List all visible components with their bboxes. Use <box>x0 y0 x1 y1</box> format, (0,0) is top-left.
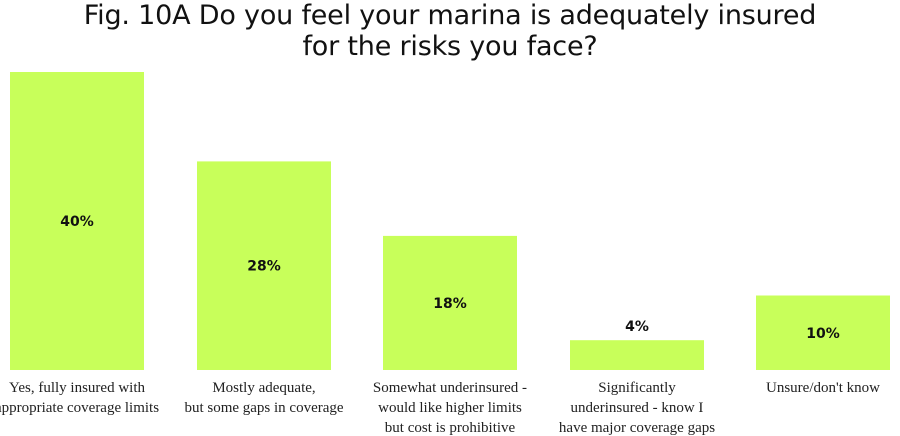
value-label-fully-insured: 40% <box>60 214 94 230</box>
bar-somewhat-underinsured <box>383 235 517 370</box>
bar-fully-insured <box>10 72 144 370</box>
category-label-mostly-adequate: Mostly adequate, but some gaps in coverag… <box>184 380 343 416</box>
category-label-somewhat-underinsured: Somewhat underinsured -would like higher… <box>373 380 527 436</box>
value-label-mostly-adequate: 28% <box>247 259 281 275</box>
bar-unsure <box>756 295 890 370</box>
bar-significantly-underinsured <box>570 340 704 370</box>
chart-title-line-1: Fig. 10A Do you feel your marina is adeq… <box>83 0 817 31</box>
value-label-unsure: 10% <box>806 326 840 342</box>
category-label-fully-insured: Yes, fully insured with appropriate cover… <box>0 380 159 416</box>
value-label-somewhat-underinsured: 18% <box>433 296 467 312</box>
value-label-significantly-underinsured: 4% <box>625 319 649 335</box>
chart-title-line-2: for the risks you face? <box>302 31 598 62</box>
bar-mostly-adequate <box>197 161 331 370</box>
chart-title: Fig. 10A Do you feel your marina is adeq… <box>0 0 900 62</box>
category-label-unsure: Unsure/don't know <box>766 380 880 396</box>
